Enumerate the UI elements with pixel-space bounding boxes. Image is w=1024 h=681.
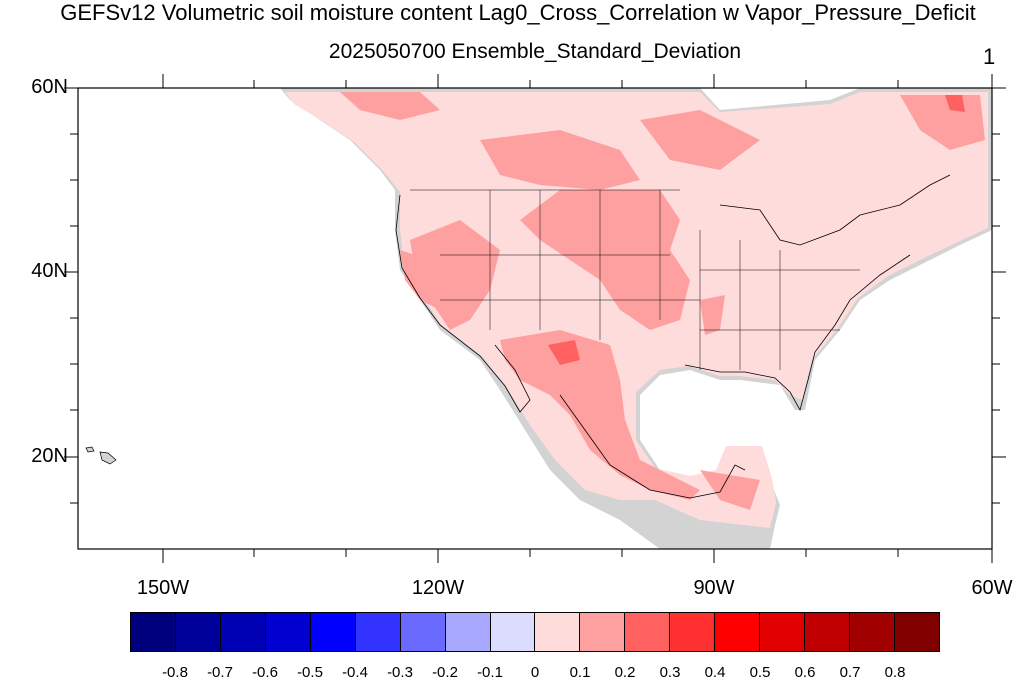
lat-label-20n: 20N [31,445,68,467]
correlation-class-02-03 [548,95,965,365]
colorbar-tick-label: 0.1 [569,664,591,681]
colorbar-swatch [131,613,176,651]
patch-mississippi [700,295,725,335]
colorbar-swatch [760,613,806,651]
colorbar-tick-label: 0.5 [749,664,771,681]
colorbar-tick-label: 0.3 [659,664,681,681]
correlation-class-01-02 [340,92,985,510]
state-borders [410,189,860,370]
colorbar [130,612,940,652]
colorbar-swatch [490,613,536,651]
colorbar-tick-label: 0.7 [839,664,861,681]
patch-canada [480,130,640,190]
colorbar-tick-label: -0.7 [207,664,233,681]
patch-yukon [340,92,440,120]
colorbar-tick-label: -0.6 [252,664,278,681]
colorbar-swatch [535,613,581,651]
hawaii-islands [85,446,117,465]
colorbar-tick-label: 0.4 [704,664,726,681]
lon-label-90w: 90W [693,577,735,599]
colorbar-tick-label: 0.8 [884,664,906,681]
patch-plains [520,190,690,330]
map-title: GEFSv12 Volumetric soil moisture content… [60,0,976,25]
patch-california [400,250,440,310]
patch-sierra-madre [548,340,580,365]
patch-mexico [500,330,700,500]
colorbar-swatch [445,613,491,651]
colorbar-tick-label: -0.4 [342,664,368,681]
lon-label-150w: 150W [136,577,190,599]
colorbar-swatch [310,613,356,651]
colorbar-tick-label: -0.1 [477,664,503,681]
colorbar-swatch [355,613,401,651]
colorbar-swatch [580,613,626,651]
map-field [85,88,992,549]
colorbar-swatch [805,613,850,651]
colorbar-swatch [894,613,939,651]
colorbar-swatch [625,613,671,651]
colorbar-swatch [175,613,221,651]
patch-hudson [640,110,760,170]
axis-ticks [64,74,1006,563]
lat-label-60n: 60N [31,76,68,98]
coastline [395,174,951,499]
panel-number: 1 [983,44,996,69]
lon-label-60w: 60W [971,577,1013,599]
colorbar-swatch [265,613,311,651]
colorbar-tick-label: -0.3 [387,664,413,681]
patch-labrador [945,95,965,112]
colorbar-swatch [220,613,266,651]
colorbar-tick-label: 0.2 [614,664,636,681]
lon-label-120w: 120W [411,577,465,599]
colorbar-swatch [400,613,446,651]
colorbar-tick-label: -0.5 [297,664,323,681]
patch-central-america [700,470,760,510]
lat-label-40n: 40N [31,260,68,282]
colorbar-tick-label: -0.8 [162,664,188,681]
map-subtitle: 2025050700 Ensemble_Standard_Deviation [328,40,742,63]
colorbar-swatch [850,613,895,651]
colorbar-swatch [715,613,761,651]
colorbar-tick-label: -0.2 [432,664,458,681]
colorbar-swatch [670,613,716,651]
colorbar-tick-label: 0 [530,664,540,681]
colorbar-tick-label: 0.6 [794,664,816,681]
